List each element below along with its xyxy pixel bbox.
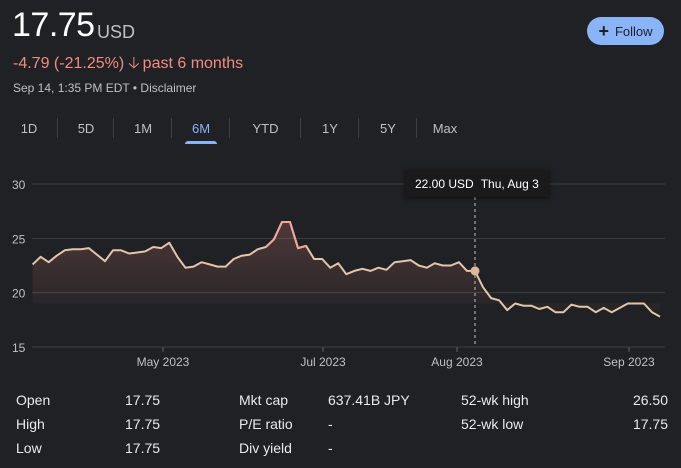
x-tick-label: Sep 2023: [603, 355, 655, 369]
tooltip-value: 22.00 USD: [415, 176, 474, 191]
change-period: past 6 months: [142, 55, 244, 72]
stat-label: Div yield: [239, 440, 292, 456]
current-price: 17.75: [12, 6, 95, 44]
y-tick-label: 25: [12, 232, 26, 246]
tab-label: 5D: [77, 120, 95, 136]
tab-5d[interactable]: 5D: [58, 114, 114, 142]
x-tick-label: Aug 2023: [431, 355, 483, 369]
tab-1m[interactable]: 1M: [114, 114, 172, 142]
currency-label: USD: [97, 22, 136, 42]
change-value: -4.79 (-21.25%): [13, 55, 125, 72]
tab-max[interactable]: Max: [417, 114, 473, 142]
stat-label: 52-wk high: [461, 392, 529, 408]
area-fill: [32, 222, 661, 317]
tab-1d[interactable]: 1D: [0, 114, 58, 142]
chart-tooltip: 22.00 USD Thu, Aug 3: [405, 170, 549, 197]
price-chart[interactable]: 30 25 20 15 May 2023 Jul 2023 Aug 2023 Sep 2023: [0, 0, 681, 380]
quote-meta: Sep 14, 1:35 PM EDT • Disclaimer: [13, 81, 196, 95]
separator: •: [132, 81, 138, 95]
stat-value: 17.75: [125, 392, 161, 408]
tooltip-date: Thu, Aug 3: [480, 176, 539, 191]
follow-button[interactable]: + Follow: [587, 17, 664, 45]
stat-label: High: [16, 416, 45, 432]
stat-value: 17.75: [125, 416, 161, 432]
stat-label: Mkt cap: [239, 392, 289, 408]
tab-label: YTD: [252, 120, 279, 136]
stat-value: 637.41B JPY: [328, 392, 410, 408]
stat-label: P/E ratio: [239, 416, 293, 432]
price-line: [31, 221, 661, 318]
x-tick-label: Jul 2023: [300, 355, 346, 369]
y-tick-label: 30: [12, 178, 26, 192]
tab-label: Max: [432, 120, 458, 136]
plus-icon: +: [598, 21, 609, 41]
tab-label: 1M: [133, 120, 153, 136]
stat-label: Open: [16, 392, 51, 408]
arrow-down-icon: 🡣: [128, 55, 140, 72]
tab-label: 1D: [20, 120, 38, 136]
tab-ytd[interactable]: YTD: [230, 114, 301, 142]
stat-value: 17.75: [632, 416, 668, 432]
stat-value: -: [328, 416, 333, 432]
tab-label: 1Y: [322, 120, 338, 136]
tab-5y[interactable]: 5Y: [359, 114, 417, 142]
tab-1y[interactable]: 1Y: [301, 114, 359, 142]
price-change: -4.79 (-21.25%) 🡣 past 6 months: [13, 52, 243, 79]
tab-label: 5Y: [380, 120, 396, 136]
time-range-tabs: 1D 5D 1M 6M YTD 1Y 5Y Max: [0, 114, 473, 144]
peak-line: [265, 221, 307, 250]
follow-label: Follow: [614, 23, 653, 39]
y-tick-label: 20: [12, 287, 26, 301]
tab-6m[interactable]: 6M: [172, 114, 230, 144]
disclaimer-link[interactable]: Disclaimer: [140, 81, 197, 95]
stat-label: 52-wk low: [461, 416, 524, 432]
stat-value: 26.50: [632, 392, 668, 408]
y-tick-label: 15: [12, 341, 26, 355]
x-tick-label: May 2023: [137, 355, 190, 369]
timestamp: Sep 14, 1:35 PM EDT: [13, 81, 130, 95]
stat-value: 17.75: [125, 440, 161, 456]
tab-label: 6M: [191, 120, 211, 136]
stat-value: -: [328, 440, 333, 456]
stat-label: Low: [16, 440, 42, 456]
hover-point: [470, 266, 480, 276]
